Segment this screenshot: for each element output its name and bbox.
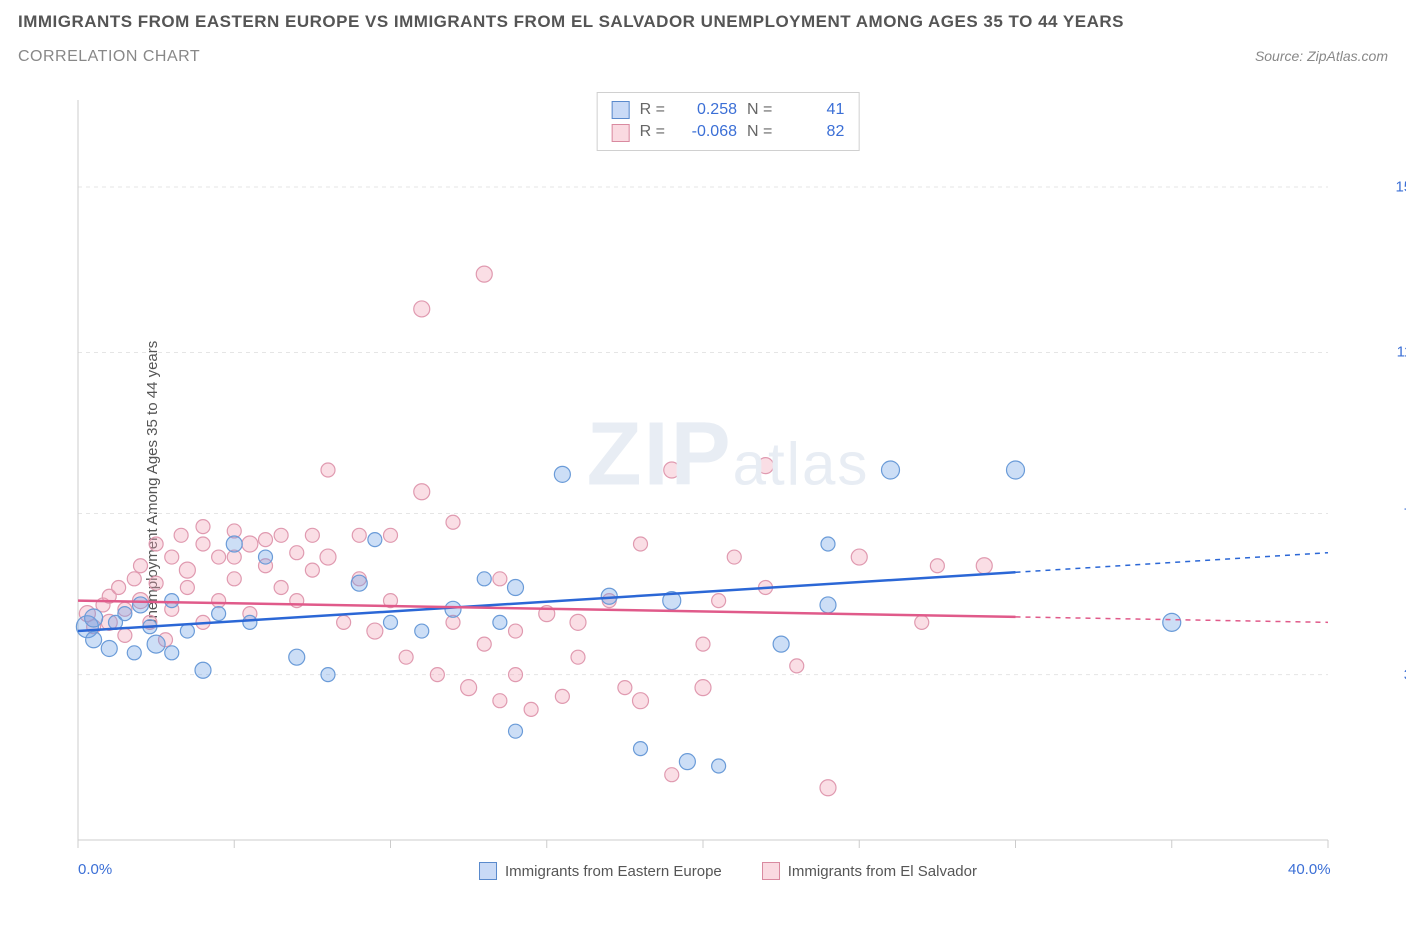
x-tick-label: 0.0% [78, 861, 112, 878]
source-credit: Source: ZipAtlas.com [1255, 48, 1388, 64]
swatch-icon [762, 862, 780, 880]
legend-label: Immigrants from El Salvador [788, 863, 977, 880]
swatch-icon [612, 124, 630, 142]
legend-item-series-2: Immigrants from El Salvador [762, 862, 977, 880]
y-tick-label: 11.2% [1397, 344, 1406, 361]
r-label: R = [640, 121, 665, 143]
chart-container: Unemployment Among Ages 35 to 44 years R… [18, 90, 1388, 880]
header: IMMIGRANTS FROM EASTERN EUROPE VS IMMIGR… [0, 0, 1406, 66]
page-title: IMMIGRANTS FROM EASTERN EUROPE VS IMMIGR… [18, 10, 1388, 34]
stats-legend-box: R = 0.258 N = 41 R = -0.068 N = 82 [597, 92, 860, 151]
legend-label: Immigrants from Eastern Europe [505, 863, 722, 880]
subtitle-row: CORRELATION CHART Source: ZipAtlas.com [18, 48, 1388, 66]
r-value: 0.258 [677, 99, 737, 121]
scatter-plot-svg [68, 90, 1388, 850]
n-value: 82 [784, 121, 844, 143]
stats-row-series-1: R = 0.258 N = 41 [612, 99, 845, 121]
r-label: R = [640, 99, 665, 121]
subtitle: CORRELATION CHART [18, 48, 200, 66]
swatch-icon [479, 862, 497, 880]
n-label: N = [747, 99, 772, 121]
bottom-legend: Immigrants from Eastern Europe Immigrant… [479, 862, 977, 880]
swatch-icon [612, 101, 630, 119]
legend-item-series-1: Immigrants from Eastern Europe [479, 862, 722, 880]
plot-area: R = 0.258 N = 41 R = -0.068 N = 82 ZIPat… [68, 90, 1388, 850]
stats-row-series-2: R = -0.068 N = 82 [612, 121, 845, 143]
n-value: 41 [784, 99, 844, 121]
x-tick-label: 40.0% [1288, 861, 1331, 878]
r-value: -0.068 [677, 121, 737, 143]
y-tick-label: 15.0% [1395, 179, 1406, 196]
n-label: N = [747, 121, 772, 143]
